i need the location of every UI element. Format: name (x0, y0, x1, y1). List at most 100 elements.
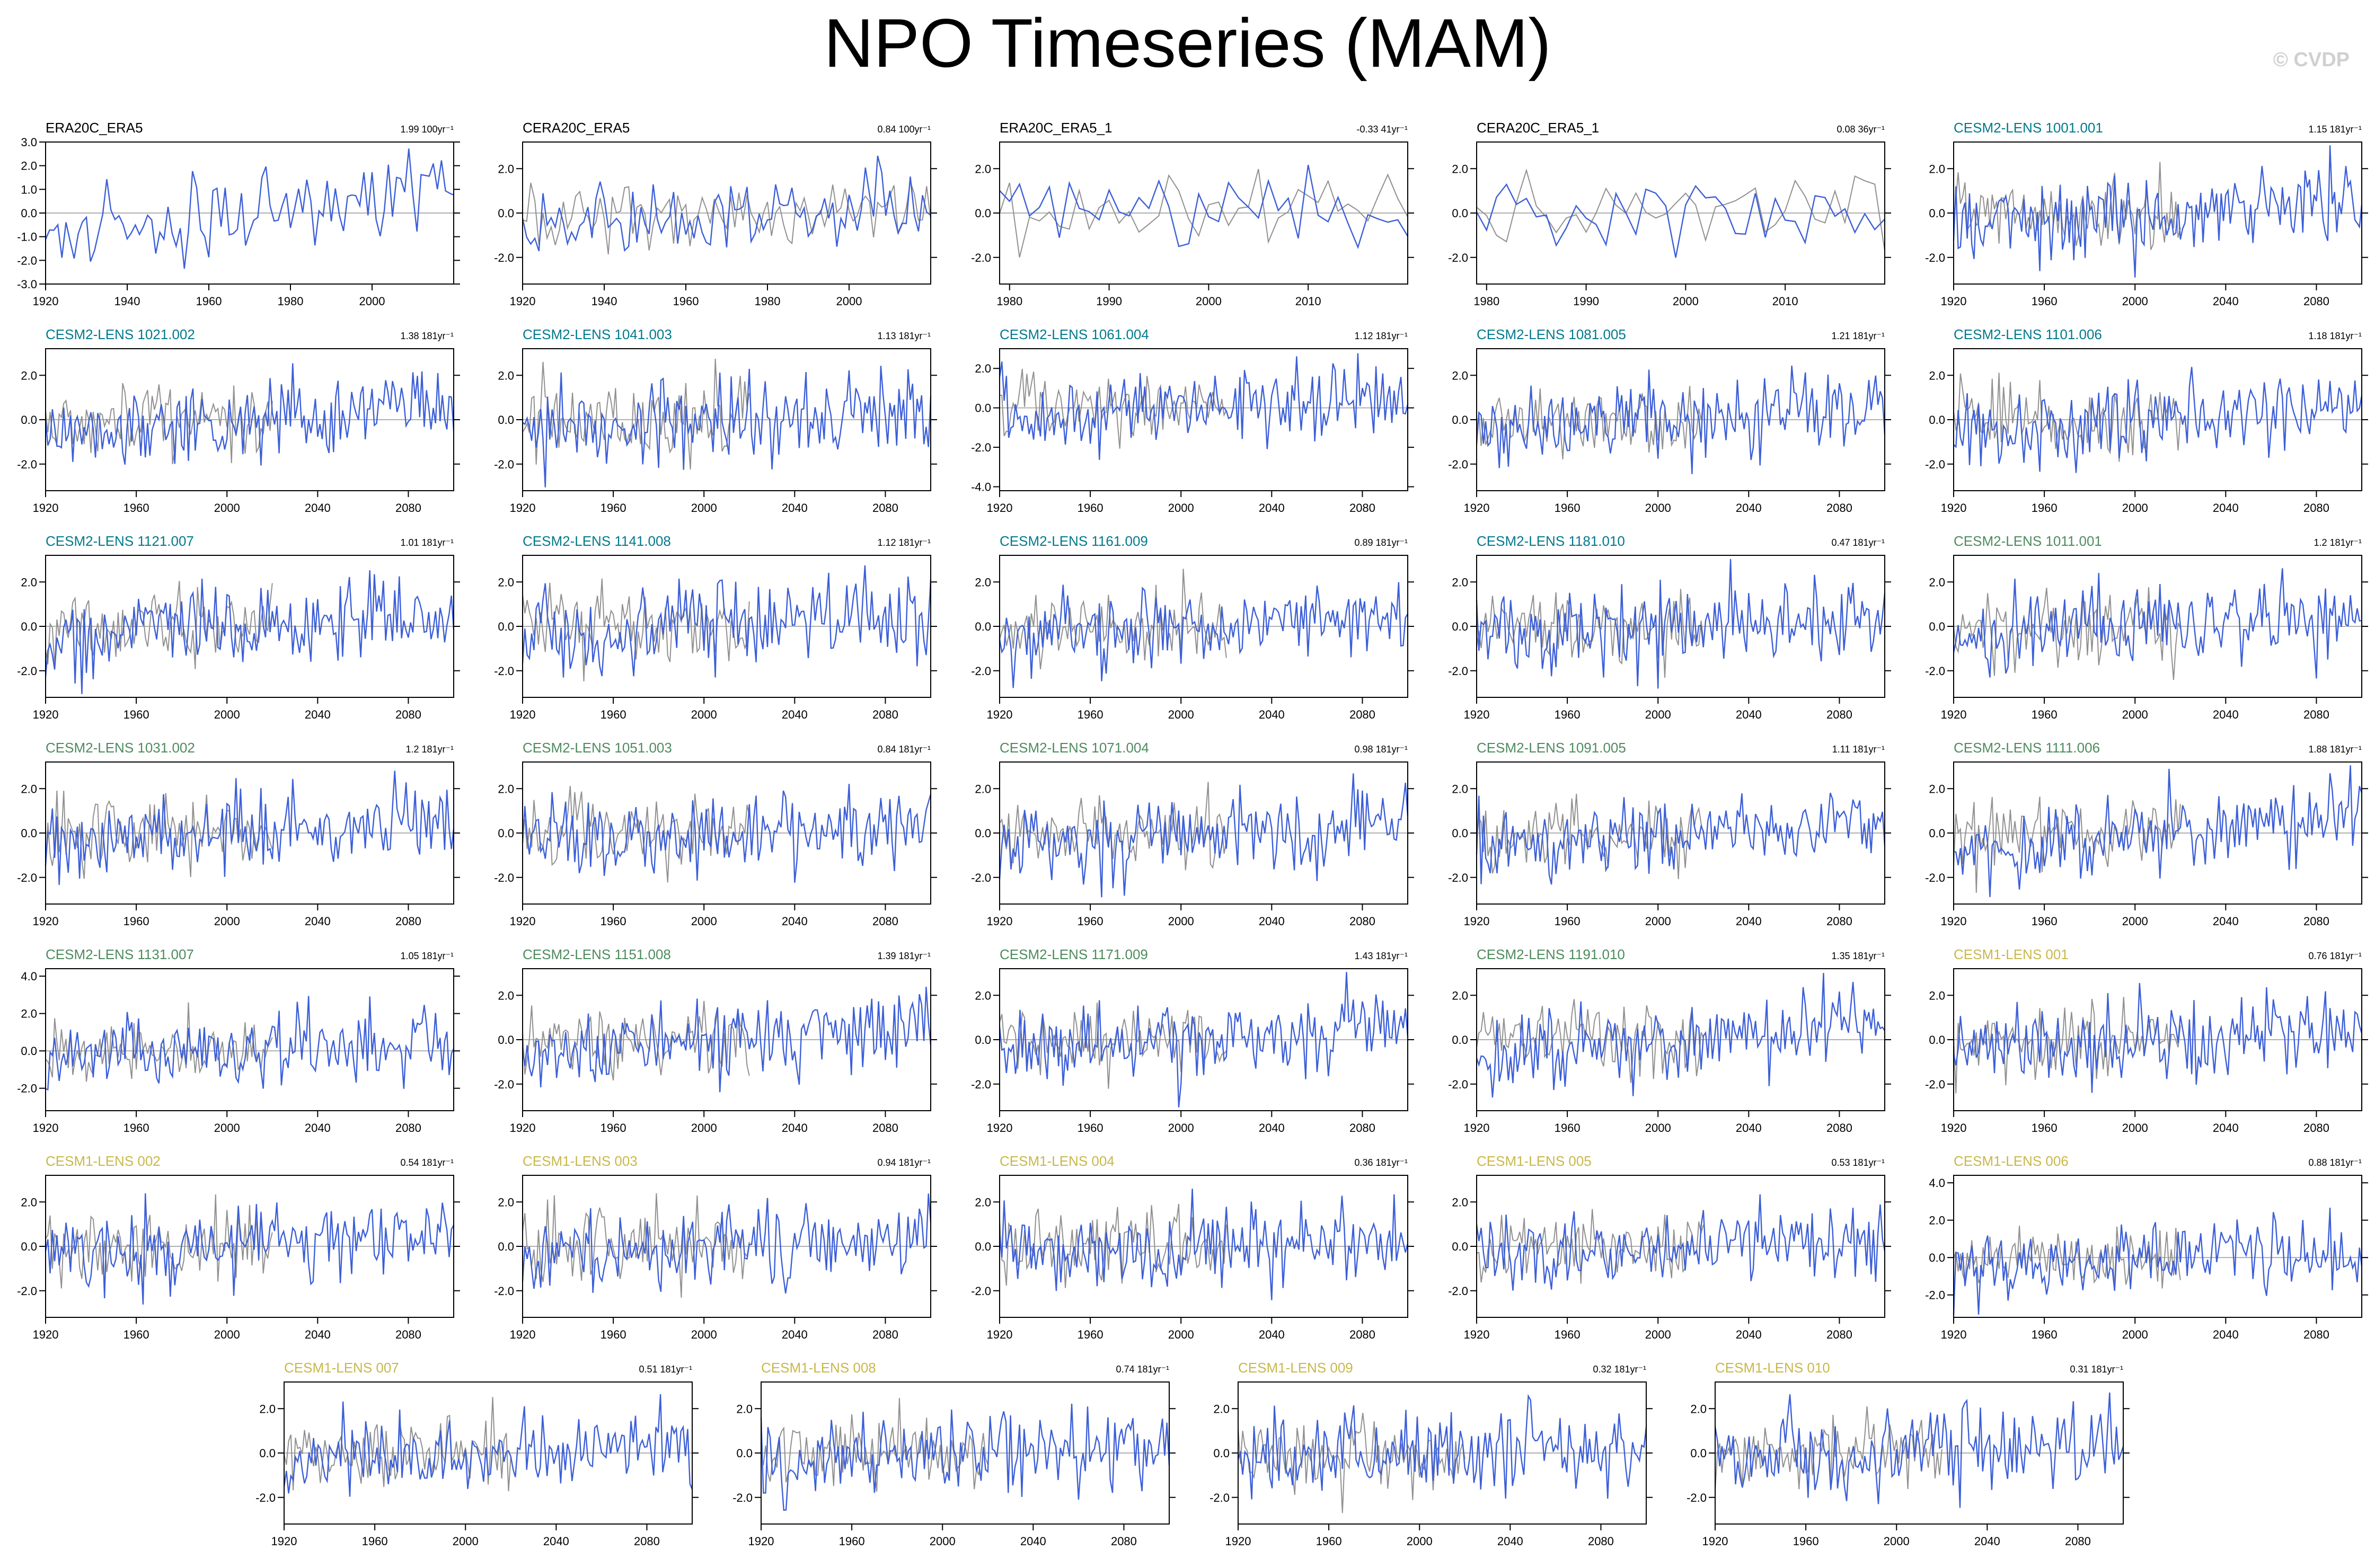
y-tick-label: 0.0 (1929, 413, 1945, 427)
panel-19: CESM2-LENS 1091.005 1.11 181yr⁻¹ 2.0 0.0 -2.… (1448, 740, 1891, 928)
sim-series-line (522, 987, 932, 1093)
panel-33: CESM1-LENS 009 0.32 181yr⁻¹ 2.0 0.0 -2.0 1920… (1209, 1360, 1653, 1548)
trend-label: 0.08 36yr⁻¹ (1837, 124, 1885, 135)
x-tick-label: 1920 (510, 501, 536, 515)
panel-28: CESM1-LENS 004 0.36 181yr⁻¹ 2.0 0.0 -2.0 1920… (971, 1153, 1414, 1341)
x-tick-label: 2040 (305, 708, 331, 721)
panel-title: CESM1-LENS 005 (1477, 1153, 1592, 1169)
x-tick-label: 2040 (1259, 1328, 1285, 1341)
sim-series-line (760, 1403, 1170, 1511)
sim-series-line (1237, 1394, 1647, 1500)
panel-26: CESM1-LENS 002 0.54 181yr⁻¹ 2.0 0.0 -2.0 1920… (17, 1153, 460, 1341)
sim-series-line (522, 366, 932, 488)
y-tick-label: -2.0 (971, 665, 991, 678)
x-tick-label: 2040 (782, 708, 808, 721)
x-tick-label: 1960 (196, 295, 222, 308)
x-tick-label: 2000 (214, 1121, 240, 1135)
x-tick-label: 2080 (2303, 1328, 2329, 1341)
x-tick-label: 2040 (305, 1121, 331, 1135)
y-tick-label: 0.0 (21, 620, 37, 633)
x-tick-label: 2040 (2213, 1328, 2239, 1341)
y-tick-label: 0.0 (1452, 1033, 1468, 1047)
x-tick-label: 1960 (2032, 501, 2058, 515)
y-tick-label: 2.0 (1452, 162, 1468, 175)
sim-series-line (999, 972, 1409, 1108)
y-tick-label: 2.0 (498, 1195, 514, 1209)
x-tick-label: 1960 (2032, 1328, 2058, 1341)
x-tick-label: 2010 (1772, 295, 1798, 308)
y-tick-label: 0.0 (975, 1033, 991, 1047)
x-tick-label: 2000 (691, 1121, 717, 1135)
y-tick-label: 0.0 (498, 827, 514, 840)
y-tick-label: -2.0 (494, 251, 514, 264)
x-tick-label: 2040 (1259, 501, 1285, 515)
panel-title: CESM2-LENS 1011.001 (1954, 533, 2102, 549)
trend-label: 1.15 181yr⁻¹ (2308, 124, 2362, 135)
panel-1: ERA20C_ERA5 1.99 100yr⁻¹ 3.0 2.0 1.0 0.0 -1.0 -… (17, 120, 460, 308)
trend-label: 1.18 181yr⁻¹ (2308, 331, 2362, 341)
trend-label: 1.99 100yr⁻¹ (400, 124, 454, 135)
y-tick-label: 2.0 (975, 362, 991, 375)
x-tick-label: 2080 (2303, 708, 2329, 721)
y-tick-label: -2.0 (494, 871, 514, 884)
y-tick-label: -2.0 (1448, 871, 1468, 884)
x-tick-label: 1920 (1941, 1328, 1967, 1341)
y-tick-label: -2.0 (1448, 458, 1468, 471)
obs-series-line (284, 1397, 511, 1492)
panel-20: CESM2-LENS 1111.006 1.88 181yr⁻¹ 2.0 0.0 -2.… (1925, 740, 2368, 928)
trend-label: 1.2 181yr⁻¹ (2314, 537, 2362, 548)
x-tick-label: 1960 (1078, 915, 1103, 928)
panel-title: CESM2-LENS 1151.008 (523, 946, 671, 962)
y-tick-label: -2.0 (732, 1491, 753, 1504)
panel-title: CESM1-LENS 002 (46, 1153, 161, 1169)
y-tick-label: 0.0 (21, 207, 37, 220)
y-tick-label: 2.0 (259, 1402, 276, 1415)
sim-series-line (45, 148, 454, 269)
x-tick-label: 1990 (1096, 295, 1122, 308)
panel-32: CESM1-LENS 008 0.74 181yr⁻¹ 2.0 0.0 -2.0 1920… (732, 1360, 1176, 1548)
trend-label: 1.43 181yr⁻¹ (1354, 951, 1408, 961)
x-tick-label: 1980 (1473, 295, 1499, 308)
y-tick-label: 2.0 (1929, 782, 1945, 795)
panel-11: CESM2-LENS 1121.007 1.01 181yr⁻¹ 2.0 0.0 -2.… (17, 533, 460, 721)
y-tick-label: -2.0 (17, 1082, 37, 1095)
y-tick-label: 0.0 (21, 1240, 37, 1253)
x-tick-label: 1920 (987, 915, 1013, 928)
x-tick-label: 1960 (601, 1328, 626, 1341)
panel-18: CESM2-LENS 1071.004 0.98 181yr⁻¹ 2.0 0.0 -2.… (971, 740, 1414, 928)
y-tick-label: 2.0 (21, 1007, 37, 1021)
x-tick-label: 1980 (755, 295, 781, 308)
panel-title: CESM2-LENS 1091.005 (1477, 740, 1626, 756)
y-tick-label: 2.0 (1690, 1402, 1707, 1415)
x-tick-label: 1960 (601, 708, 626, 721)
panel-title: CESM2-LENS 1001.001 (1954, 120, 2103, 136)
x-tick-label: 1920 (271, 1535, 297, 1548)
x-tick-label: 2000 (691, 915, 717, 928)
x-tick-label: 1920 (1464, 501, 1490, 515)
x-tick-label: 1960 (123, 1121, 149, 1135)
x-tick-label: 1920 (33, 1121, 59, 1135)
trend-label: 0.88 181yr⁻¹ (2308, 1157, 2362, 1168)
x-tick-label: 1920 (748, 1535, 774, 1548)
x-tick-label: 2080 (1349, 1328, 1375, 1341)
x-tick-label: 1960 (1078, 1328, 1103, 1341)
x-tick-label: 1920 (510, 1328, 536, 1341)
y-tick-label: 0.0 (498, 1033, 514, 1047)
y-tick-label: -2.0 (17, 665, 37, 678)
x-tick-label: 2080 (2303, 295, 2329, 308)
panel-34: CESM1-LENS 010 0.31 181yr⁻¹ 2.0 0.0 -2.0 1920… (1687, 1360, 2130, 1548)
sim-series-line (1953, 983, 2363, 1093)
y-tick-label: -2.0 (17, 871, 37, 884)
y-tick-label: 2.0 (1452, 782, 1468, 795)
y-tick-label: 0.0 (498, 413, 514, 427)
obs-series-line (999, 1203, 1227, 1288)
y-tick-label: 2.0 (975, 162, 991, 175)
x-tick-label: 1920 (33, 501, 59, 515)
sim-series-line (45, 1193, 455, 1305)
x-tick-label: 2040 (1020, 1535, 1046, 1548)
x-tick-label: 2040 (305, 501, 331, 515)
y-tick-label: 0.0 (21, 827, 37, 840)
panel-title: CESM2-LENS 1071.004 (1000, 740, 1149, 756)
y-tick-label: -2.0 (1925, 458, 1945, 471)
obs-series-line (1476, 794, 1704, 880)
